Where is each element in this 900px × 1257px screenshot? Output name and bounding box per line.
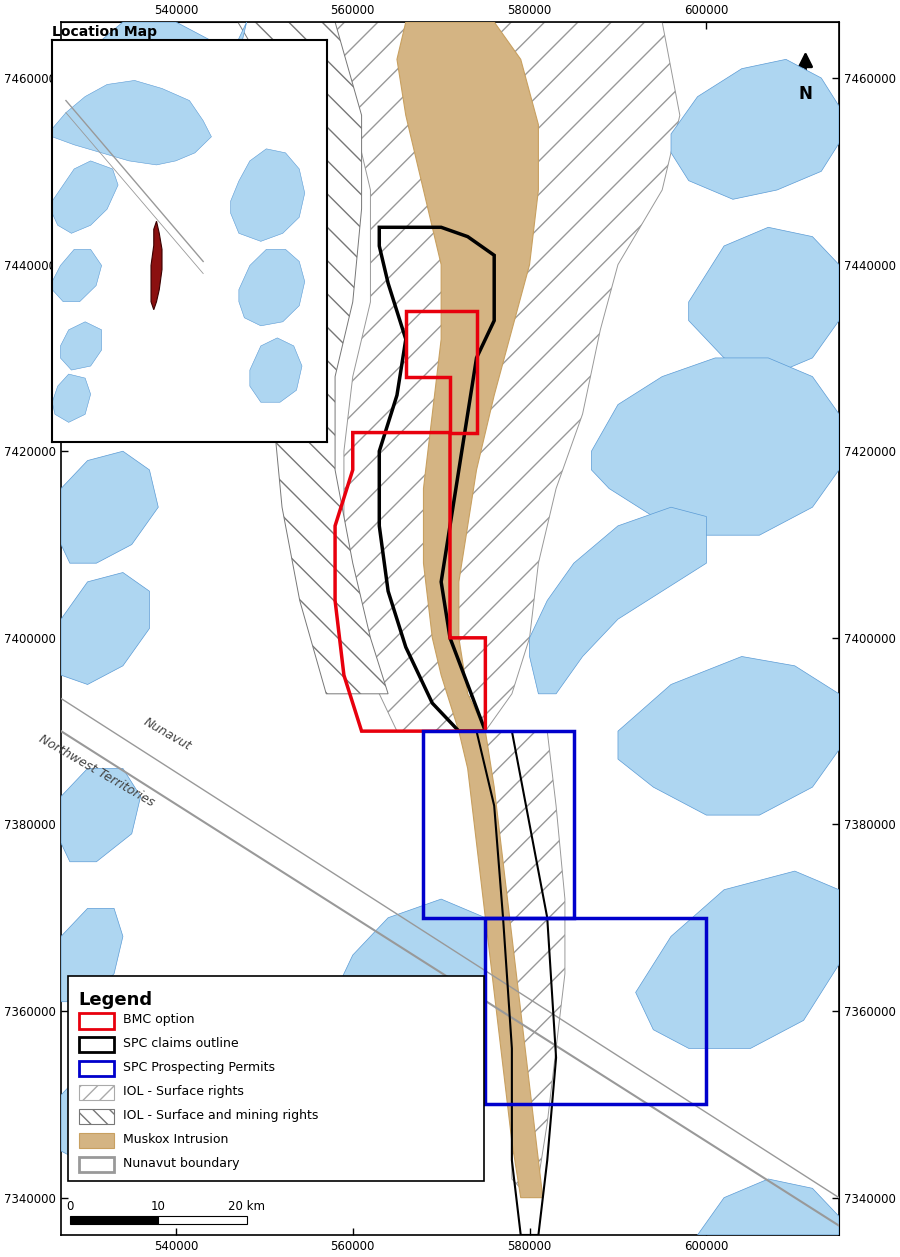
- Bar: [78, 1085, 114, 1100]
- Polygon shape: [220, 1029, 300, 1123]
- Text: Northwest Territories: Northwest Territories: [36, 732, 157, 808]
- Polygon shape: [238, 23, 388, 694]
- Polygon shape: [671, 59, 839, 200]
- Bar: [78, 1109, 114, 1125]
- Polygon shape: [591, 358, 839, 535]
- Text: N: N: [798, 85, 813, 103]
- Bar: [68, 975, 483, 1180]
- Polygon shape: [61, 190, 194, 329]
- Text: Nunavut: Nunavut: [141, 715, 194, 753]
- Text: IOL - Surface rights: IOL - Surface rights: [123, 1085, 244, 1097]
- Bar: [78, 1013, 114, 1028]
- Polygon shape: [61, 1067, 123, 1160]
- Bar: [78, 1133, 114, 1149]
- Polygon shape: [529, 508, 706, 694]
- Text: Nunavut boundary: Nunavut boundary: [123, 1156, 239, 1169]
- Polygon shape: [250, 338, 302, 402]
- Polygon shape: [688, 228, 839, 377]
- Polygon shape: [618, 656, 839, 815]
- Bar: [78, 1156, 114, 1173]
- Text: 0: 0: [67, 1199, 74, 1213]
- Polygon shape: [60, 322, 102, 370]
- Polygon shape: [52, 249, 102, 302]
- Bar: [78, 1037, 114, 1052]
- Text: 20 km: 20 km: [229, 1199, 266, 1213]
- Text: Location Map: Location Map: [52, 25, 158, 39]
- Polygon shape: [61, 451, 158, 563]
- Bar: [158, 1217, 247, 1224]
- Bar: [70, 1217, 158, 1224]
- Polygon shape: [238, 249, 305, 326]
- Polygon shape: [397, 23, 543, 1198]
- Polygon shape: [61, 572, 149, 685]
- Text: Legend: Legend: [78, 991, 153, 1008]
- Text: SPC claims outline: SPC claims outline: [123, 1037, 238, 1050]
- Polygon shape: [52, 161, 118, 234]
- Text: Muskox Intrusion: Muskox Intrusion: [123, 1133, 229, 1145]
- Text: BMC option: BMC option: [123, 1013, 194, 1026]
- Text: IOL - Surface and mining rights: IOL - Surface and mining rights: [123, 1109, 319, 1121]
- Polygon shape: [61, 321, 167, 442]
- Polygon shape: [52, 375, 91, 422]
- Polygon shape: [61, 909, 123, 1002]
- Text: SPC Prospecting Permits: SPC Prospecting Permits: [123, 1061, 274, 1073]
- Polygon shape: [61, 23, 247, 200]
- Polygon shape: [61, 768, 140, 862]
- Polygon shape: [698, 1179, 839, 1234]
- Polygon shape: [52, 80, 212, 165]
- Polygon shape: [635, 871, 839, 1048]
- Text: 10: 10: [151, 1199, 166, 1213]
- Polygon shape: [326, 23, 680, 732]
- Polygon shape: [230, 148, 305, 241]
- Polygon shape: [151, 221, 162, 309]
- Polygon shape: [335, 899, 485, 1029]
- Polygon shape: [468, 732, 565, 1198]
- Bar: [78, 1061, 114, 1076]
